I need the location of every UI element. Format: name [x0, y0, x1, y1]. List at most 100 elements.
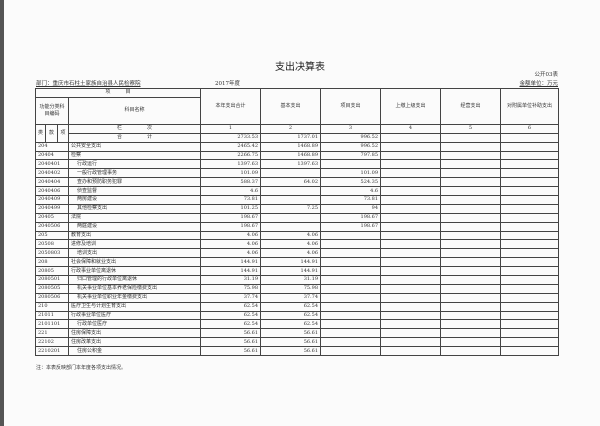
empty-cell — [380, 292, 442, 303]
row-name: 公共安全支出 — [67, 141, 202, 152]
empty-cell — [500, 319, 560, 330]
row-name: 住房改革支出 — [67, 337, 202, 348]
col-num: 1 — [200, 123, 262, 134]
row-col1: 144.91 — [200, 257, 262, 268]
empty-cell — [380, 319, 442, 330]
row-col3 — [320, 230, 382, 241]
row-code: 20404 — [35, 150, 69, 161]
row-code: 2040401 — [35, 159, 69, 170]
empty-cell — [380, 141, 442, 152]
empty-cell — [440, 150, 502, 161]
empty-cell — [380, 177, 442, 188]
empty-cell — [440, 212, 502, 223]
row-code: 2040506 — [35, 221, 69, 232]
table-row: 2040406 侦查监督 4.6 4.6 — [35, 186, 560, 197]
row-col1: 31.19 — [200, 275, 262, 285]
row-col2 — [260, 168, 322, 179]
table-row: 208 社会保障和就业支出 144.91 144.91 — [35, 257, 560, 268]
empty-cell — [440, 186, 502, 197]
total-col1: 2733.53 — [200, 132, 262, 143]
empty-cell — [440, 346, 502, 357]
row-col3 — [320, 239, 382, 250]
row-code: 204 — [35, 141, 69, 152]
row-col3: 198.67 — [320, 212, 382, 223]
table-row: 2040404 查办和预防职务犯罪 588.37 64.02 524.35 — [35, 177, 560, 188]
empty-cell — [500, 141, 560, 152]
empty-cell — [440, 337, 502, 348]
row-col3 — [320, 310, 382, 321]
row-col3: 198.67 — [320, 221, 382, 232]
header-col6: 对附属单位补助支出 — [500, 88, 560, 125]
row-col1: 4.06 — [200, 248, 262, 259]
row-col1: 1397.63 — [200, 159, 262, 170]
empty-cell — [500, 248, 560, 259]
table-row: 210 医疗卫生与计划生育支出 62.54 62.54 — [35, 301, 560, 312]
footnote: 注：本表反映部门本年度各项支出情况。 — [36, 365, 127, 371]
empty-cell — [500, 346, 560, 357]
row-name: 机关事业单位职业年金缴费支出 — [67, 292, 202, 303]
row-col3: 797.85 — [320, 150, 382, 161]
row-name: 一般行政管理事务 — [67, 168, 202, 179]
header-col2: 基本支出 — [260, 88, 322, 125]
empty-cell — [380, 328, 442, 339]
empty-cell — [440, 132, 502, 143]
row-name: 行政单位医疗 — [67, 319, 202, 330]
empty-cell — [380, 150, 442, 161]
row-col1: 4.6 — [200, 186, 262, 197]
row-col1: 101.09 — [200, 168, 262, 179]
empty-cell — [440, 283, 502, 294]
row-name: 侦查监督 — [67, 186, 202, 197]
empty-cell — [380, 195, 442, 205]
header-kuan: 款 — [45, 123, 58, 143]
row-name: 行政事业单位离退休 — [67, 266, 202, 277]
header-xiang: 项 — [57, 123, 69, 143]
row-code: 2040404 — [35, 177, 69, 188]
table-row: 20805 行政事业单位离退休 144.91 144.91 — [35, 266, 560, 277]
row-code: 208 — [35, 257, 69, 268]
empty-cell — [500, 337, 560, 348]
header-col4: 上缴上级支出 — [380, 88, 442, 125]
row-col3 — [320, 283, 382, 294]
row-col2: 144.91 — [260, 257, 322, 268]
col-num: 6 — [500, 123, 560, 134]
table-row: 2101101 行政单位医疗 62.54 62.54 — [35, 319, 560, 330]
empty-cell — [500, 283, 560, 294]
empty-cell — [440, 292, 502, 303]
empty-cell — [440, 239, 502, 250]
row-col1: 2465.42 — [200, 141, 262, 152]
row-name: 教育支出 — [67, 230, 202, 241]
row-col2: 144.91 — [260, 266, 322, 277]
table-row: 2080505 机关事业单位基本养老保险缴费支出 75.98 75.98 — [35, 283, 560, 294]
total-label: 合 计 — [67, 132, 202, 143]
table-row: 2080501 归口管理的行政单位离退休 31.19 31.19 — [35, 275, 560, 285]
row-col3 — [320, 266, 382, 277]
col-num: 2 — [260, 123, 322, 134]
table-row: 22102 住房改革支出 56.61 56.61 — [35, 337, 560, 348]
empty-cell — [380, 186, 442, 197]
row-col1: 198.67 — [200, 212, 262, 223]
row-name: 两房建设 — [67, 195, 202, 205]
empty-cell — [500, 266, 560, 277]
row-col1: 144.91 — [200, 266, 262, 277]
empty-cell — [500, 195, 560, 205]
row-col1: 62.54 — [200, 310, 262, 321]
row-name: 进修及培训 — [67, 239, 202, 250]
row-col3: 996.52 — [320, 141, 382, 152]
empty-cell — [440, 328, 502, 339]
row-name: 住房公积金 — [67, 346, 202, 357]
row-name: 住房保障支出 — [67, 328, 202, 339]
row-code: 2080501 — [35, 275, 69, 285]
header-lan: 栏 次 — [67, 123, 202, 134]
total-col3: 996.52 — [320, 132, 382, 143]
header-col1: 本年支出合计 — [200, 88, 262, 125]
empty-cell — [380, 301, 442, 312]
department: 部门：重庆市石柱土家族自治县人民检察院 — [36, 81, 141, 87]
empty-cell — [440, 159, 502, 170]
empty-cell — [380, 203, 442, 214]
row-col3 — [320, 257, 382, 268]
row-code: 21011 — [35, 310, 69, 321]
scan-edge — [0, 0, 4, 426]
empty-cell — [380, 230, 442, 241]
empty-cell — [380, 346, 442, 357]
empty-cell — [380, 159, 442, 170]
